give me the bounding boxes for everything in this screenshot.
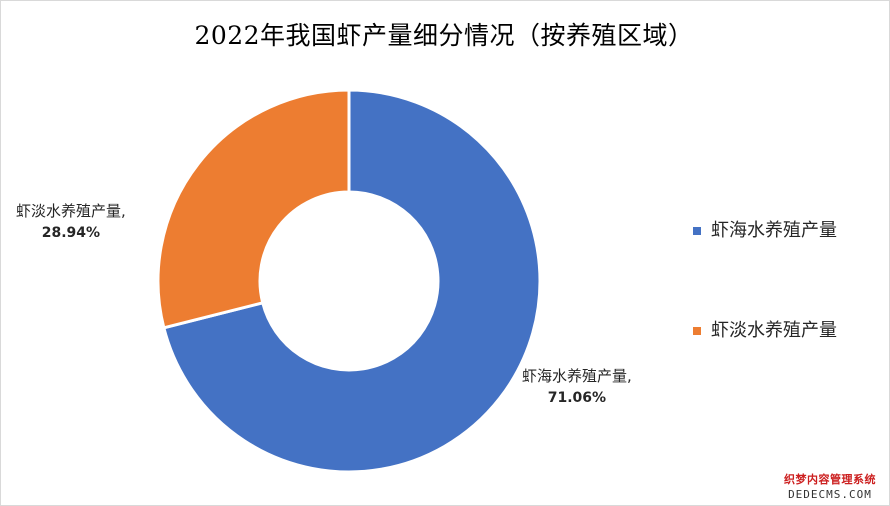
data-label-seawater-name: 虾海水养殖产量, [522,367,632,385]
legend-label-seawater: 虾海水养殖产量 [711,220,837,241]
donut-slice-seawater [161,88,542,474]
data-label-seawater-value: 71.06% [547,390,607,406]
watermark-line2: DEDECMS.COM [788,488,872,501]
chart-legend: 虾海水养殖产量 虾淡水养殖产量 [693,217,837,417]
legend-swatch-seawater [693,227,701,235]
watermark-line1: 织梦内容管理系统 [784,473,876,486]
data-label-seawater: 虾海水养殖产量, 71.06% [522,365,632,409]
legend-swatch-freshwater [693,327,701,335]
data-label-freshwater: 虾淡水养殖产量, 28.94% [16,200,126,244]
data-label-freshwater-value: 28.94% [41,225,101,241]
chart-title: 2022年我国虾产量细分情况（按养殖区域） [194,21,694,50]
legend-label-freshwater: 虾淡水养殖产量 [711,320,837,341]
watermark: 织梦内容管理系统 DEDECMS.COM [774,472,886,502]
donut-slice-freshwater [156,88,351,330]
data-label-freshwater-name: 虾淡水养殖产量, [16,202,126,220]
legend-item-freshwater: 虾淡水养殖产量 [693,317,837,345]
legend-item-seawater: 虾海水养殖产量 [693,217,837,245]
